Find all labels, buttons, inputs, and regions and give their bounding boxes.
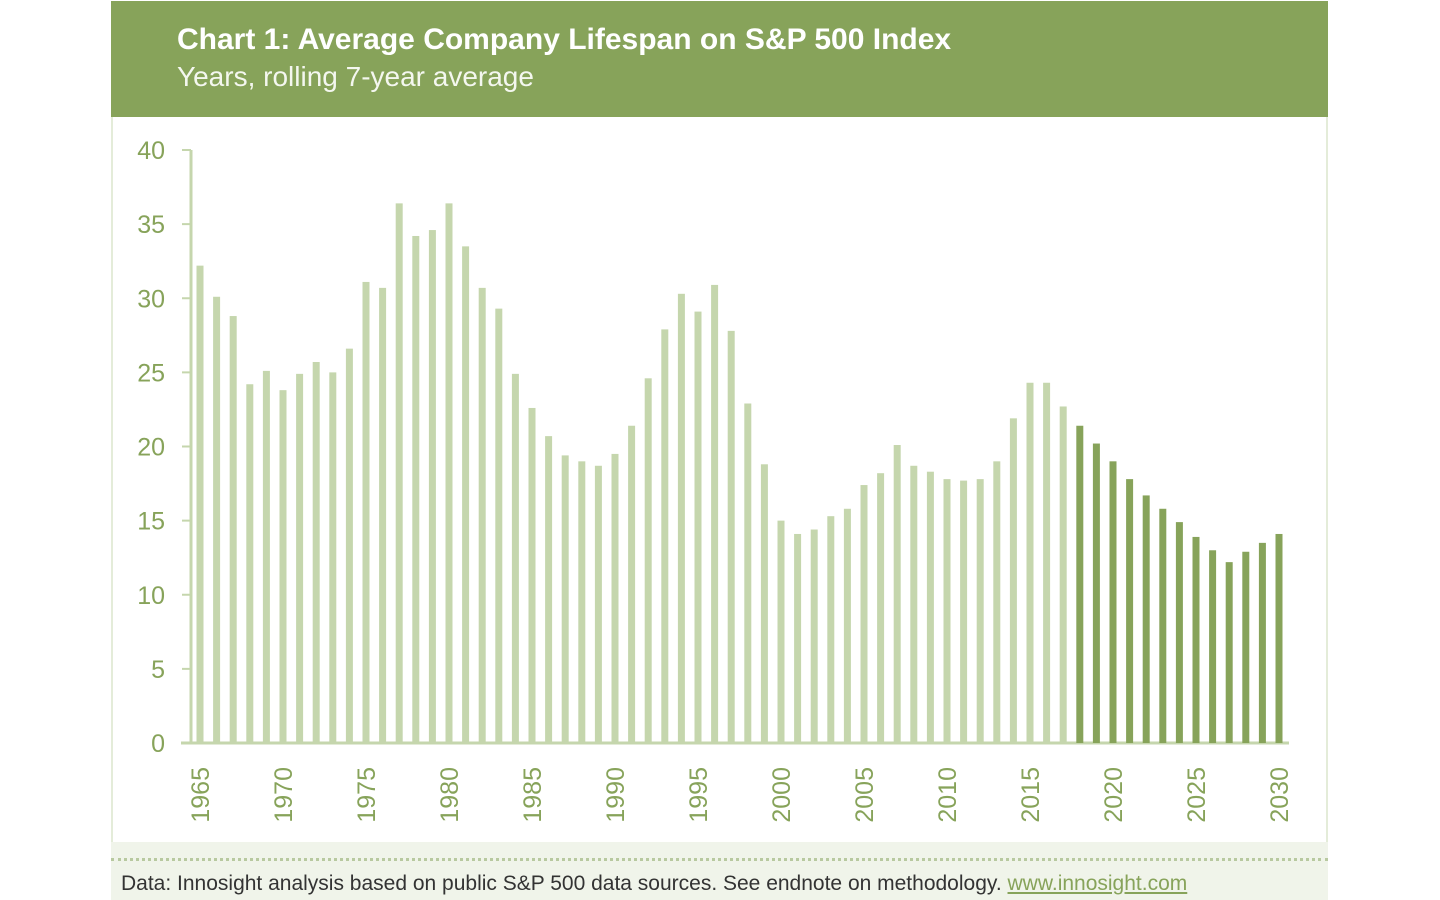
bar-1971 (296, 373, 304, 743)
y-tick-label-30: 30 (137, 285, 165, 313)
source-note: Data: Innosight analysis based on public… (121, 872, 1187, 896)
bar-1995 (694, 311, 702, 743)
chart-title: Chart 1: Average Company Lifespan on S&P… (177, 23, 952, 56)
x-tick-label-2010: 2010 (934, 767, 962, 823)
bar-1996 (711, 284, 719, 743)
bar-2019 (1092, 443, 1100, 743)
y-tick-label-15: 15 (137, 508, 165, 536)
bar-2022 (1142, 495, 1150, 743)
bar-2003 (827, 516, 835, 743)
bar-2024 (1175, 522, 1183, 743)
x-tick-label-2000: 2000 (768, 767, 796, 823)
x-tick-label-1985: 1985 (519, 767, 547, 823)
x-tick-label-2005: 2005 (851, 767, 879, 823)
bar-2011 (960, 480, 968, 743)
bar-1992 (644, 378, 652, 743)
bar-2001 (794, 533, 802, 743)
bar-1999 (760, 464, 768, 743)
bar-2005 (860, 485, 868, 743)
bar-2002 (810, 529, 818, 743)
bar-1966 (213, 296, 221, 743)
x-tick-label-1975: 1975 (353, 767, 381, 823)
chart-footer: Data: Innosight analysis based on public… (111, 842, 1328, 900)
bar-1977 (395, 203, 403, 743)
bar-2000 (777, 520, 785, 743)
bar-1985 (528, 407, 536, 743)
bar-2020 (1109, 461, 1117, 743)
bar-2013 (993, 461, 1001, 743)
bar-2007 (893, 445, 901, 743)
bar-1969 (262, 370, 270, 743)
bar-1991 (628, 425, 636, 743)
y-tick-label-25: 25 (137, 359, 165, 387)
x-tick-label-2020: 2020 (1100, 767, 1128, 823)
bar-1988 (578, 461, 586, 743)
bar-2012 (976, 479, 984, 743)
bar-2029 (1258, 542, 1266, 743)
bar-2014 (1009, 418, 1017, 743)
bar-1990 (611, 453, 619, 743)
y-tick-label-20: 20 (137, 434, 165, 462)
bar-1983 (495, 308, 503, 743)
bar-2026 (1209, 550, 1217, 743)
y-tick-label-10: 10 (137, 582, 165, 610)
x-tick-label-2025: 2025 (1183, 767, 1211, 823)
bar-2021 (1126, 479, 1134, 743)
bar-1981 (462, 246, 470, 744)
bar-2004 (843, 508, 851, 743)
bar-2006 (877, 473, 885, 743)
bar-1975 (362, 281, 370, 743)
y-tick-label-35: 35 (137, 211, 165, 239)
x-tick-label-1965: 1965 (187, 767, 215, 823)
bar-1972 (312, 361, 320, 743)
bar-2015 (1026, 382, 1034, 743)
source-text: Data: Innosight analysis based on public… (121, 872, 1002, 895)
bar-1978 (412, 235, 420, 744)
bar-2025 (1192, 536, 1200, 743)
bar-2017 (1059, 406, 1067, 743)
bar-1968 (246, 384, 254, 743)
source-link[interactable]: www.innosight.com (1007, 872, 1188, 895)
x-tick-label-2015: 2015 (1017, 767, 1045, 823)
bar-1973 (329, 372, 337, 743)
bar-1986 (545, 436, 553, 743)
bar-1979 (428, 230, 436, 743)
bar-2008 (910, 465, 918, 743)
x-tick-label-1970: 1970 (270, 767, 298, 823)
bar-1993 (661, 329, 669, 743)
y-tick-label-40: 40 (137, 137, 165, 165)
x-tick-label-1995: 1995 (685, 767, 713, 823)
bar-1970 (279, 390, 287, 743)
x-tick-label-1990: 1990 (602, 767, 630, 823)
bar-2016 (1043, 382, 1051, 743)
bar-2030 (1275, 533, 1283, 743)
x-tick-label-2030: 2030 (1266, 767, 1294, 823)
bar-1989 (594, 465, 602, 743)
y-tick-label-0: 0 (151, 730, 165, 758)
chart-subtitle: Years, rolling 7-year average (177, 61, 534, 92)
bar-1984 (511, 373, 519, 743)
bar-1998 (744, 403, 752, 743)
bar-1965 (196, 265, 204, 743)
bar-1982 (478, 287, 486, 743)
bar-2023 (1159, 508, 1167, 743)
bar-1997 (727, 330, 735, 743)
bar-2010 (943, 479, 951, 743)
x-tick-label-1980: 1980 (436, 767, 464, 823)
bar-2009 (926, 471, 934, 743)
bar-2018 (1076, 425, 1084, 743)
bar-1994 (677, 293, 685, 743)
bar-1974 (345, 348, 353, 743)
y-tick-label-5: 5 (151, 656, 165, 684)
bar-1967 (229, 316, 237, 743)
bar-2027 (1225, 562, 1233, 743)
bar-2028 (1242, 551, 1250, 743)
bar-1976 (379, 287, 387, 743)
bar-1980 (445, 203, 453, 743)
bar-1987 (561, 455, 569, 743)
chart-header: Chart 1: Average Company Lifespan on S&P… (111, 1, 1328, 117)
dotted-divider (111, 858, 1328, 861)
